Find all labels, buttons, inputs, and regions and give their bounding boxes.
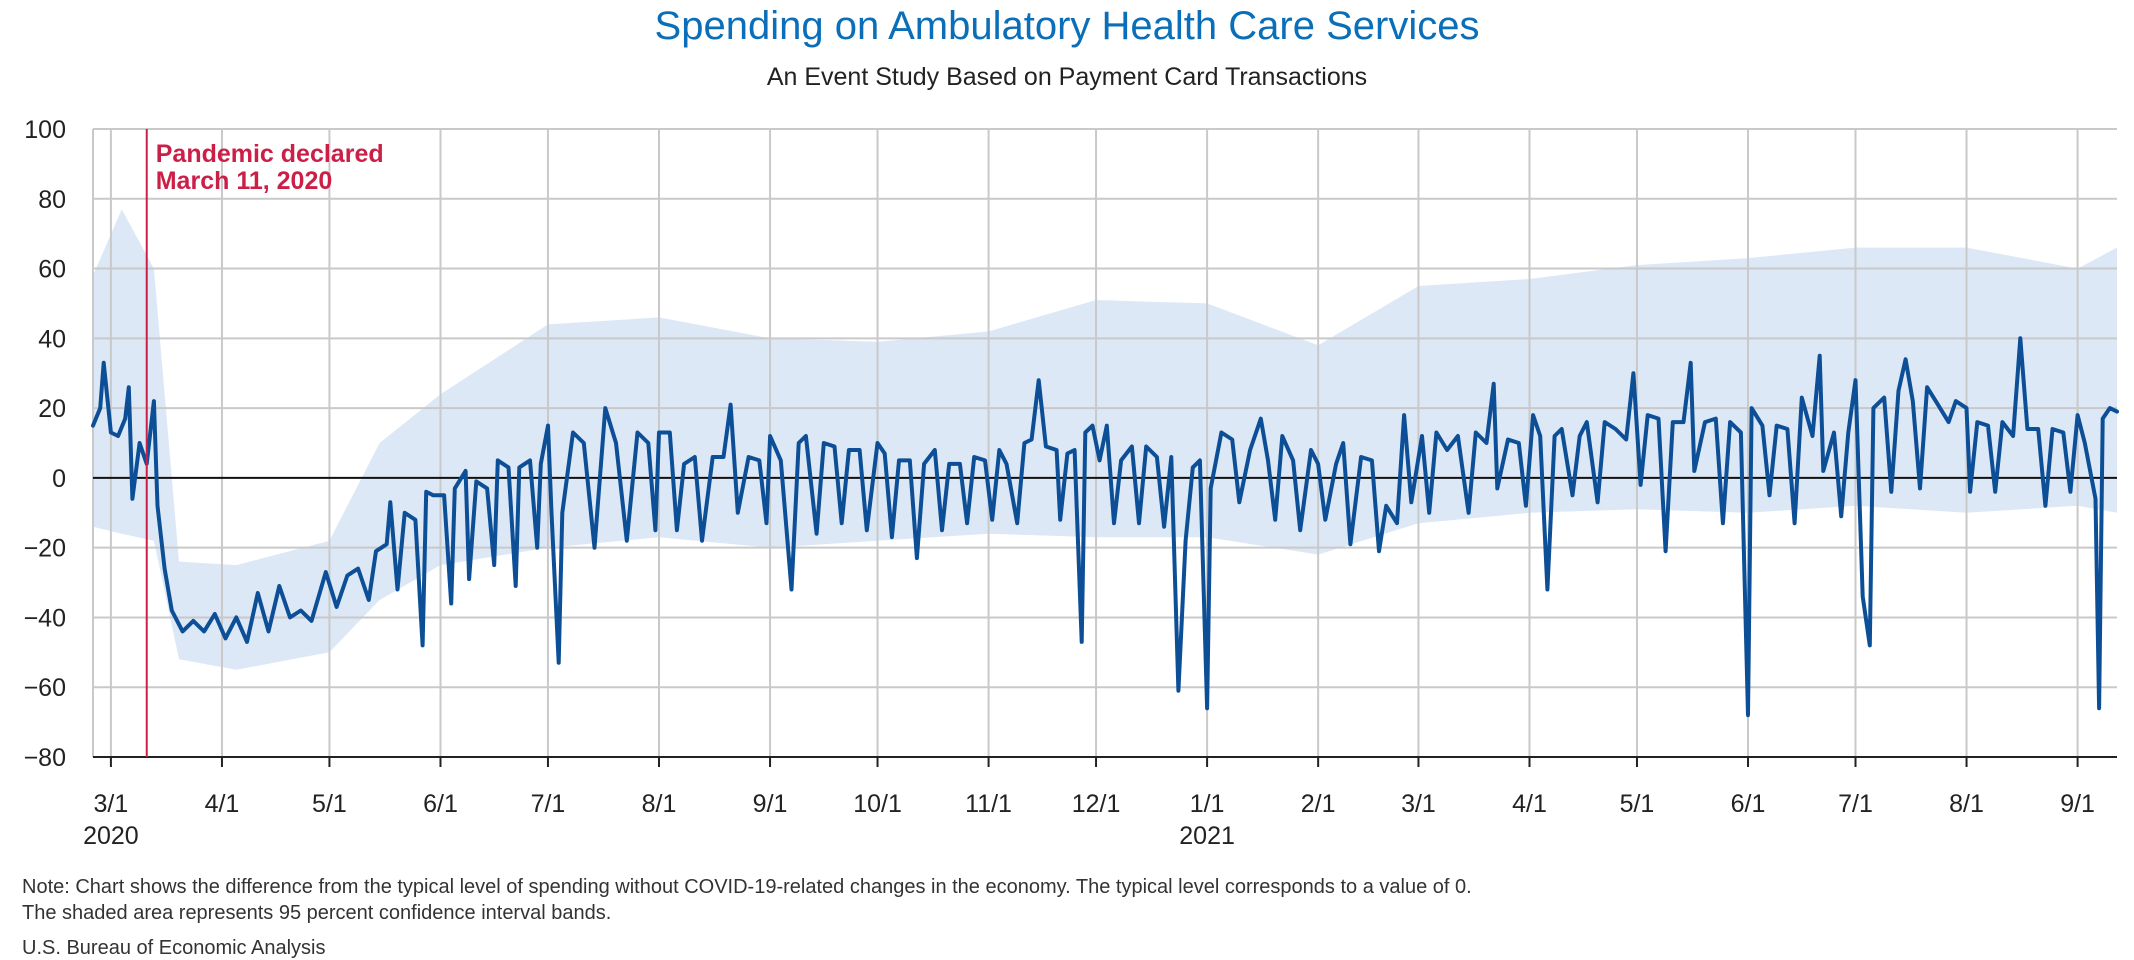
y-tick-label: 20 [38,395,66,423]
note-line-2: The shaded area represents 95 percent co… [22,902,612,924]
y-tick-label: −40 [24,604,66,632]
x-tick-label: 8/1 [1949,790,1984,818]
annotation-line-2: March 11, 2020 [156,167,333,195]
chart-subtitle: An Event Study Based on Payment Card Tra… [766,63,1368,91]
x-year-label: 2021 [1179,822,1235,850]
y-tick-label: 100 [24,116,66,144]
x-tick-label: 3/1 [1401,790,1436,818]
y-tick-label: 0 [52,465,66,493]
x-tick-label: 2/1 [1301,790,1336,818]
series-line [91,336,2119,718]
y-tick-label: −60 [24,674,66,702]
series-line-layer [91,336,2119,718]
x-tick-label: 7/1 [531,790,566,818]
x-tick-label: 12/1 [1072,790,1121,818]
chart-note: Note: Chart shows the difference from th… [22,874,1472,926]
x-tick-label: 11/1 [965,790,1012,818]
x-tick-label: 7/1 [1838,790,1873,818]
x-tick-label: 8/1 [642,790,677,818]
x-tick-label: 3/1 [94,790,129,818]
x-year-label: 2020 [83,822,139,850]
x-tick-label: 1/1 [1190,790,1225,818]
annotation-line-1: Pandemic declared [156,140,384,168]
source-credit: U.S. Bureau of Economic Analysis [22,937,326,959]
chart-title: Spending on Ambulatory Health Care Servi… [654,4,1480,48]
x-tick-label: 4/1 [1512,790,1547,818]
x-tick-label: 5/1 [312,790,347,818]
x-tick-label: 10/1 [853,790,902,818]
y-tick-label: 40 [38,325,66,353]
y-tick-label: −80 [24,744,66,772]
x-tick-label: 6/1 [423,790,458,818]
x-tick-label: 9/1 [753,790,788,818]
line-chart: 100 80 60 40 20 0 −20 −40 −60 −80 3/1 2020 4/1 5/1 6/1… [24,116,2119,850]
y-tick-label: −20 [24,535,66,563]
tick-label-layer: 100 80 60 40 20 0 −20 −40 −60 −80 3/1 2020 4/1 5/1 6/1… [24,116,2095,850]
x-tick-label: 4/1 [205,790,240,818]
y-tick-label: 80 [38,186,66,214]
x-tick-label: 9/1 [2060,790,2095,818]
y-tick-label: 60 [38,256,66,284]
x-tick-label: 5/1 [1620,790,1655,818]
x-tick-label: 6/1 [1731,790,1766,818]
note-line-1: Note: Chart shows the difference from th… [22,876,1472,898]
